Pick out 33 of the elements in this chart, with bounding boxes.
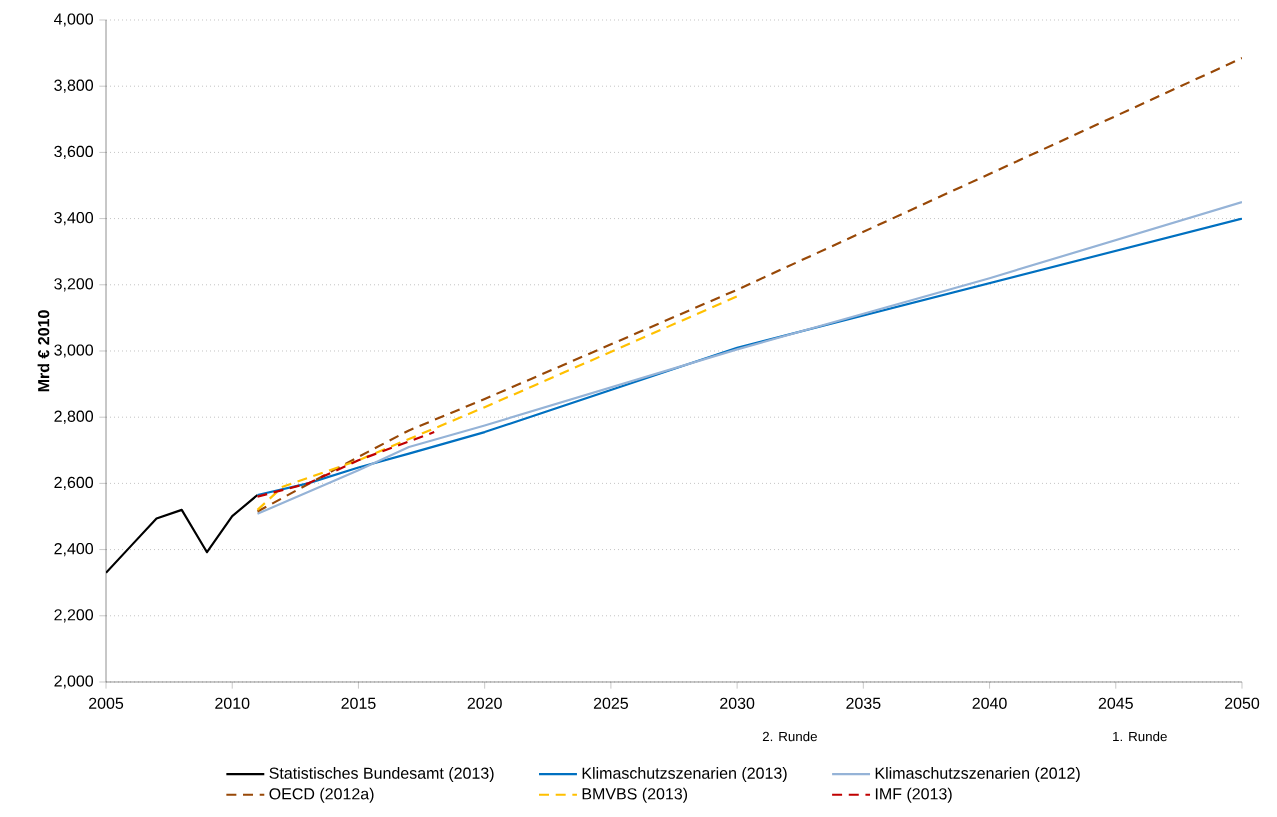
text: 2. Runde [762,731,817,742]
x-tick-label: 2025 [593,697,629,709]
x-tick-label: 2030 [720,697,755,709]
x-tick-label: 2035 [846,697,881,709]
x-tick-label: 2045 [1098,697,1133,709]
y-axis-title: Mrd € 2010 [37,310,50,392]
legend-label: BMVBS (2013) [582,787,688,803]
x-tick-label: 2005 [89,697,124,709]
legend-label: Klimaschutzszenarien (2012) [875,767,1080,783]
line-series [256,431,436,498]
y-tick-label: 2,600 [54,476,94,490]
y-tick-label: 2,000 [54,675,94,689]
legend-label: Klimaschutzszenarien (2013) [582,767,787,783]
y-tick-label: 2,200 [54,609,94,623]
x-tick-label: 2015 [341,697,376,709]
y-tick-label: 4,000 [54,13,94,27]
text: 1. Runde [1113,731,1167,742]
line-series [256,295,739,511]
x-tick-label: 2050 [1225,697,1260,709]
y-tick-label: 2,800 [54,410,94,424]
y-tick-label: 3,600 [54,145,94,159]
x-tick-label: 2020 [467,697,502,709]
y-tick-label: 3,200 [54,278,94,292]
y-tick-label: 3,800 [54,79,94,93]
y-tick-label: 3,400 [54,211,94,226]
y-tick-label: 2,400 [54,542,94,557]
legend-label: OECD (2012a) [269,787,374,803]
y-tick-label: 3,000 [54,344,94,358]
x-tick-label: 2040 [972,697,1007,709]
legend-label: IMF (2013) [875,787,952,803]
x-tick-label: 2010 [215,697,250,709]
legend-label: Statistisches Bundesamt (2013) [269,767,494,783]
line-series [106,493,259,574]
